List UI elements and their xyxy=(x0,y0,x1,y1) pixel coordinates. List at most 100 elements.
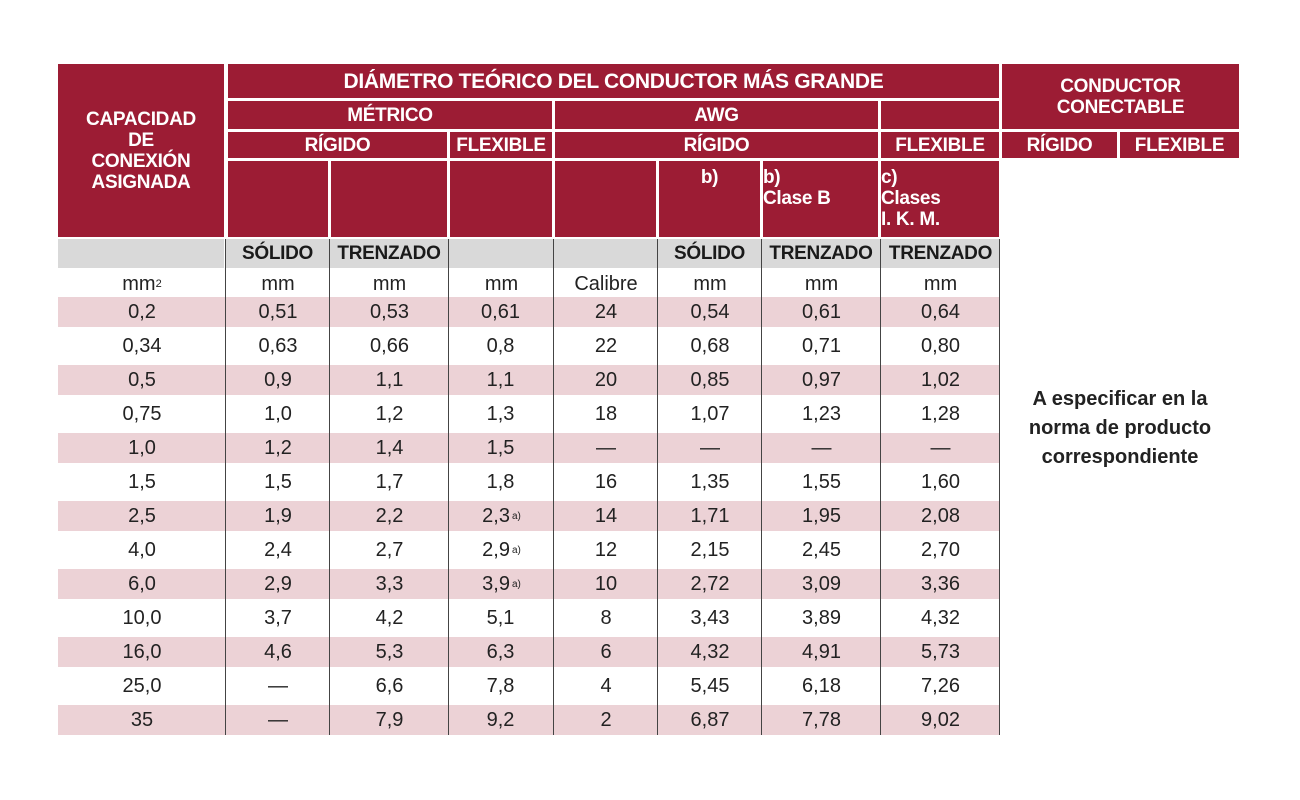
table-cell: 16 xyxy=(594,470,618,493)
table-cell: 2,2 xyxy=(375,504,404,527)
table-cell: 0,68 xyxy=(690,334,730,357)
table-cell: 1,5 xyxy=(128,470,156,493)
unit-cell: mm xyxy=(693,272,727,295)
table-cell: 2,9 a) xyxy=(482,538,521,561)
column-divider xyxy=(880,239,881,735)
table-cell: 1,71 xyxy=(690,504,730,527)
row-stripe xyxy=(58,365,1000,395)
table-cell: 0,2 xyxy=(128,300,156,323)
table-cell: — xyxy=(700,436,720,459)
table-cell: 1,0 xyxy=(128,436,156,459)
table-cell: 25,0 xyxy=(122,674,162,697)
table-cell: 2,72 xyxy=(690,572,730,595)
table-cell: 0,5 xyxy=(128,368,156,391)
table-cell: 6,18 xyxy=(802,674,841,697)
subheader-blank-calibre xyxy=(554,239,657,268)
header-flexible-metrico: FLEXIBLE xyxy=(450,132,552,158)
column-divider xyxy=(448,239,449,735)
table-cell: 9,2 xyxy=(486,708,515,731)
table-cell: 1,7 xyxy=(375,470,404,493)
unit-cell: mm xyxy=(804,272,839,295)
unit-exponent: 2 xyxy=(155,278,162,290)
subheader-awg-trenzado: TRENZADO xyxy=(762,239,880,268)
unit-cell: mm xyxy=(923,272,958,295)
unit-cell: mm xyxy=(484,272,519,295)
table-cell: 1,1 xyxy=(486,368,515,391)
table-cell: 2,70 xyxy=(921,538,960,561)
header-note-c: c) Clases I. K. M. xyxy=(881,161,999,237)
header-awg-blank xyxy=(881,101,999,129)
table-cell: 1,9 xyxy=(264,504,292,527)
table-cell: 6,3 xyxy=(486,640,515,663)
table-cell: 35 xyxy=(130,708,154,731)
table-cell: 2,45 xyxy=(802,538,841,561)
table-cell: 6,0 xyxy=(128,572,156,595)
table-cell: 0,64 xyxy=(921,300,960,323)
table-cell: 9,02 xyxy=(921,708,960,731)
table-cell: 4,0 xyxy=(128,538,156,561)
table-cell: 2 xyxy=(600,708,612,731)
table-cell: 1,2 xyxy=(375,402,404,425)
table-cell: 10,0 xyxy=(122,606,162,629)
table-cell: 4,6 xyxy=(264,640,292,663)
header-awg: AWG xyxy=(555,101,878,129)
table-cell: 1,8 xyxy=(486,470,515,493)
table-cell: 12 xyxy=(594,538,618,561)
table-cell: 1,55 xyxy=(802,470,841,493)
table-cell: 7,26 xyxy=(921,674,960,697)
table-cell: 0,34 xyxy=(122,334,162,357)
table-cell: 2,3 a) xyxy=(482,504,521,527)
header-flexible-conductor: FLEXIBLE xyxy=(1120,132,1239,158)
table-cell: 4,32 xyxy=(690,640,730,663)
table-cell: 1,3 xyxy=(486,402,515,425)
table-cell: 0,66 xyxy=(370,334,409,357)
row-stripe xyxy=(58,705,1000,735)
side-note: A especificar en la norma de producto co… xyxy=(1005,385,1235,472)
table-cell: 1,1 xyxy=(375,368,404,391)
table-cell: — xyxy=(930,436,951,459)
column-divider xyxy=(657,239,658,735)
header-rigido-metrico: RÍGIDO xyxy=(228,132,447,158)
unit-cell: Calibre xyxy=(574,272,638,295)
table-cell: 4,91 xyxy=(802,640,841,663)
table-cell: 10 xyxy=(594,572,618,595)
header-blank-1 xyxy=(228,161,328,237)
header-diametro: DIÁMETRO TEÓRICO DEL CONDUCTOR MÁS GRAND… xyxy=(228,64,999,98)
header-note-b1: b) xyxy=(659,161,760,237)
table-cell: 3,89 xyxy=(802,606,841,629)
table-cell: — xyxy=(268,674,288,697)
subheader-metric-solido: SÓLIDO xyxy=(226,239,329,268)
header-rigido-awg: RÍGIDO xyxy=(555,132,878,158)
table-cell: 4 xyxy=(600,674,612,697)
table-cell: 4,32 xyxy=(921,606,960,629)
header-blank-3 xyxy=(450,161,552,237)
table-cell: 7,8 xyxy=(486,674,515,697)
row-stripe xyxy=(58,637,1000,667)
table-cell: 3,9 a) xyxy=(482,572,521,595)
unit-cell: mm 2 xyxy=(122,272,162,295)
table-cell: 3,36 xyxy=(921,572,960,595)
header-flexible-awg: FLEXIBLE xyxy=(881,132,999,158)
table-cell: 5,1 xyxy=(486,606,515,629)
header-capacidad: CAPACIDAD DE CONEXIÓN ASIGNADA xyxy=(58,64,224,237)
side-note-line: norma de producto xyxy=(1028,417,1212,439)
table-cell: 1,5 xyxy=(264,470,292,493)
table-cell: 5,73 xyxy=(921,640,960,663)
table-cell: 2,4 xyxy=(264,538,292,561)
table-cell: 2,7 xyxy=(375,538,404,561)
column-divider xyxy=(761,239,762,735)
table-cell: 0,9 xyxy=(264,368,292,391)
side-note-line: correspondiente xyxy=(1041,446,1199,468)
table-cell: 2,15 xyxy=(690,538,730,561)
table-cell: 1,28 xyxy=(921,402,960,425)
subheader-awg-solido: SÓLIDO xyxy=(658,239,761,268)
table-cell: 16,0 xyxy=(122,640,162,663)
table-cell: — xyxy=(811,436,832,459)
footnote-mark: a) xyxy=(511,544,521,556)
table-cell: 24 xyxy=(594,300,618,323)
header-conductor-conectable: CONDUCTOR CONECTABLE xyxy=(1002,64,1239,129)
table-cell: 0,97 xyxy=(802,368,841,391)
side-note-line: A especificar en la xyxy=(1032,388,1208,410)
subheader-blank-flex xyxy=(449,239,553,268)
footnote-mark: a) xyxy=(511,510,521,522)
